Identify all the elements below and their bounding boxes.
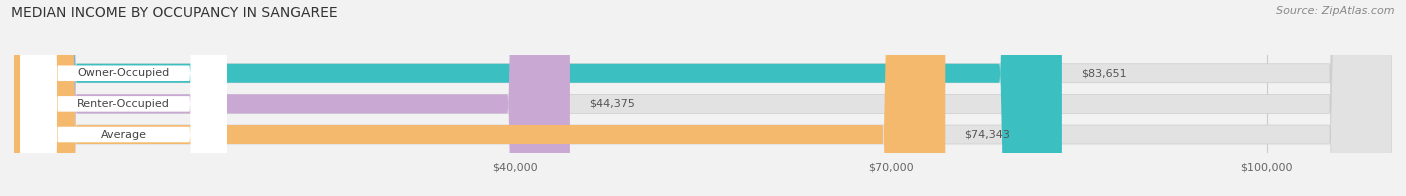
FancyBboxPatch shape <box>20 0 226 196</box>
Text: Owner-Occupied: Owner-Occupied <box>77 68 170 78</box>
Text: Source: ZipAtlas.com: Source: ZipAtlas.com <box>1277 6 1395 16</box>
Text: MEDIAN INCOME BY OCCUPANCY IN SANGAREE: MEDIAN INCOME BY OCCUPANCY IN SANGAREE <box>11 6 337 20</box>
Text: $44,375: $44,375 <box>589 99 634 109</box>
FancyBboxPatch shape <box>14 0 1392 196</box>
FancyBboxPatch shape <box>14 0 569 196</box>
Text: Renter-Occupied: Renter-Occupied <box>77 99 170 109</box>
FancyBboxPatch shape <box>14 0 1062 196</box>
FancyBboxPatch shape <box>20 0 226 196</box>
Text: $74,343: $74,343 <box>965 130 1010 140</box>
Text: $83,651: $83,651 <box>1081 68 1126 78</box>
FancyBboxPatch shape <box>20 0 226 196</box>
Text: Average: Average <box>101 130 146 140</box>
FancyBboxPatch shape <box>14 0 1392 196</box>
FancyBboxPatch shape <box>14 0 1392 196</box>
FancyBboxPatch shape <box>14 0 945 196</box>
